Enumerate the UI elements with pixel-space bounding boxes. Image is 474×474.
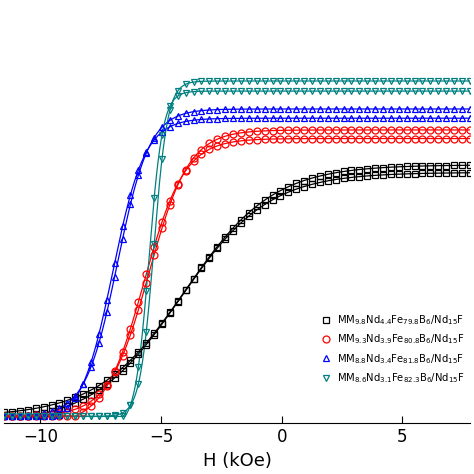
MM$_{9.3}$Nd$_{3.9}$Fe$_{80.8}$B$_6$/Nd$_{15}$F [293, 128, 299, 133]
X-axis label: H (kOe): H (kOe) [202, 452, 272, 470]
MM$_{8.8}$Nd$_{3.4}$Fe$_{81.8}$B$_6$/Nd$_{15}$F [159, 124, 165, 130]
Line: MM$_{8.6}$Nd$_{3.1}$Fe$_{82.3}$B$_6$/Nd$_{15}$F: MM$_{8.6}$Nd$_{3.1}$Fe$_{82.3}$B$_6$/Nd$… [0, 78, 474, 420]
MM$_{9.8}$Nd$_{4.4}$Fe$_{79.8}$B$_6$/Nd$_{15}$F [80, 391, 86, 397]
MM$_{8.8}$Nd$_{3.4}$Fe$_{81.8}$B$_6$/Nd$_{15}$F [80, 381, 86, 387]
MM$_{9.3}$Nd$_{3.9}$Fe$_{80.8}$B$_6$/Nd$_{15}$F [1, 413, 7, 419]
MM$_{9.3}$Nd$_{3.9}$Fe$_{80.8}$B$_6$/Nd$_{15}$F [467, 127, 473, 133]
MM$_{8.8}$Nd$_{3.4}$Fe$_{81.8}$B$_6$/Nd$_{15}$F [1, 413, 7, 419]
MM$_{9.8}$Nd$_{4.4}$Fe$_{79.8}$B$_6$/Nd$_{15}$F [151, 330, 157, 336]
MM$_{8.8}$Nd$_{3.4}$Fe$_{81.8}$B$_6$/Nd$_{15}$F [467, 106, 473, 112]
MM$_{8.6}$Nd$_{3.1}$Fe$_{82.3}$B$_6$/Nd$_{15}$F [412, 78, 418, 84]
MM$_{9.3}$Nd$_{3.9}$Fe$_{80.8}$B$_6$/Nd$_{15}$F [136, 307, 141, 313]
MM$_{9.3}$Nd$_{3.9}$Fe$_{80.8}$B$_6$/Nd$_{15}$F [151, 252, 157, 258]
Line: MM$_{8.8}$Nd$_{3.4}$Fe$_{81.8}$B$_6$/Nd$_{15}$F: MM$_{8.8}$Nd$_{3.4}$Fe$_{81.8}$B$_6$/Nd$… [0, 106, 474, 419]
MM$_{9.3}$Nd$_{3.9}$Fe$_{80.8}$B$_6$/Nd$_{15}$F [120, 353, 126, 358]
MM$_{9.3}$Nd$_{3.9}$Fe$_{80.8}$B$_6$/Nd$_{15}$F [159, 225, 165, 231]
MM$_{9.8}$Nd$_{4.4}$Fe$_{79.8}$B$_6$/Nd$_{15}$F [467, 163, 473, 168]
Line: MM$_{9.8}$Nd$_{4.4}$Fe$_{79.8}$B$_6$/Nd$_{15}$F: MM$_{9.8}$Nd$_{4.4}$Fe$_{79.8}$B$_6$/Nd$… [0, 162, 474, 416]
MM$_{8.6}$Nd$_{3.1}$Fe$_{82.3}$B$_6$/Nd$_{15}$F [151, 241, 157, 247]
MM$_{9.8}$Nd$_{4.4}$Fe$_{79.8}$B$_6$/Nd$_{15}$F [1, 410, 7, 415]
MM$_{9.8}$Nd$_{4.4}$Fe$_{79.8}$B$_6$/Nd$_{15}$F [120, 365, 126, 371]
MM$_{8.8}$Nd$_{3.4}$Fe$_{81.8}$B$_6$/Nd$_{15}$F [136, 173, 141, 178]
MM$_{8.6}$Nd$_{3.1}$Fe$_{82.3}$B$_6$/Nd$_{15}$F [80, 414, 86, 419]
MM$_{8.6}$Nd$_{3.1}$Fe$_{82.3}$B$_6$/Nd$_{15}$F [120, 410, 126, 416]
MM$_{9.3}$Nd$_{3.9}$Fe$_{80.8}$B$_6$/Nd$_{15}$F [80, 403, 86, 409]
MM$_{9.8}$Nd$_{4.4}$Fe$_{79.8}$B$_6$/Nd$_{15}$F [136, 349, 141, 355]
MM$_{9.8}$Nd$_{4.4}$Fe$_{79.8}$B$_6$/Nd$_{15}$F [293, 181, 299, 186]
MM$_{8.8}$Nd$_{3.4}$Fe$_{81.8}$B$_6$/Nd$_{15}$F [151, 135, 157, 140]
MM$_{9.8}$Nd$_{4.4}$Fe$_{79.8}$B$_6$/Nd$_{15}$F [159, 320, 165, 326]
MM$_{8.8}$Nd$_{3.4}$Fe$_{81.8}$B$_6$/Nd$_{15}$F [120, 236, 126, 242]
MM$_{8.6}$Nd$_{3.1}$Fe$_{82.3}$B$_6$/Nd$_{15}$F [293, 78, 299, 84]
Line: MM$_{9.3}$Nd$_{3.9}$Fe$_{80.8}$B$_6$/Nd$_{15}$F: MM$_{9.3}$Nd$_{3.9}$Fe$_{80.8}$B$_6$/Nd$… [0, 127, 474, 419]
MM$_{8.6}$Nd$_{3.1}$Fe$_{82.3}$B$_6$/Nd$_{15}$F [159, 156, 165, 162]
MM$_{8.8}$Nd$_{3.4}$Fe$_{81.8}$B$_6$/Nd$_{15}$F [293, 106, 299, 112]
MM$_{8.6}$Nd$_{3.1}$Fe$_{82.3}$B$_6$/Nd$_{15}$F [136, 381, 141, 387]
MM$_{8.6}$Nd$_{3.1}$Fe$_{82.3}$B$_6$/Nd$_{15}$F [1, 414, 7, 419]
MM$_{8.6}$Nd$_{3.1}$Fe$_{82.3}$B$_6$/Nd$_{15}$F [467, 78, 473, 84]
Legend: MM$_{9.8}$Nd$_{4.4}$Fe$_{79.8}$B$_6$/Nd$_{15}$F, MM$_{9.3}$Nd$_{3.9}$Fe$_{80.8}$: MM$_{9.8}$Nd$_{4.4}$Fe$_{79.8}$B$_6$/Nd$… [319, 313, 465, 385]
